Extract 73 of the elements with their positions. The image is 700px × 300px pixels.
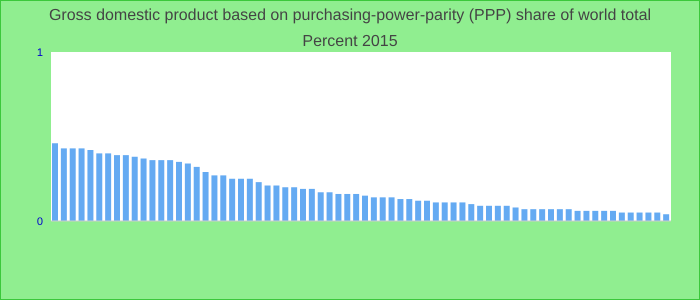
bar [370,197,377,221]
bar [211,175,218,221]
bar [344,194,350,221]
bar [52,143,58,221]
bar [574,210,581,221]
bar [450,202,457,221]
bar [521,209,528,221]
bar [530,209,536,221]
bar [96,153,102,221]
bar [353,194,360,221]
bar [176,162,182,221]
bar [202,172,209,221]
bar [282,187,288,221]
bar [654,212,660,221]
bar [415,200,422,221]
bar [105,153,112,221]
bar [229,178,236,221]
bar [592,210,598,221]
bar [406,199,412,221]
chart-title: Gross domestic product based on purchasing-power-parity (PPP) share of world total Percent 2015 [48,7,652,50]
bar [246,178,253,221]
bar [388,197,395,221]
bar [556,209,563,221]
bar [238,178,244,221]
bar [362,196,368,221]
bar [149,160,156,221]
bar [548,209,554,221]
bar [291,187,298,221]
bar [636,212,643,221]
bar [264,186,271,221]
bar [318,192,324,221]
y-tick-label: 0 [36,216,43,228]
bar [583,210,590,221]
bar [628,212,634,221]
bar [618,212,625,221]
bar [335,194,342,221]
bar [184,164,191,221]
bar [78,148,85,221]
bar [442,202,448,221]
bar [663,214,670,221]
bar [70,148,76,221]
bar [494,206,501,221]
bar [87,150,94,221]
bar [512,207,519,221]
bar [256,182,262,221]
bar [601,210,608,221]
bar [300,188,306,221]
bar [380,197,386,221]
bar [158,160,164,221]
bar [645,212,652,221]
bar [132,156,138,221]
bar [432,202,439,221]
bar [194,166,200,221]
bar [397,199,404,221]
y-tick-label: 1 [36,46,43,59]
bar [459,202,466,221]
bar [610,210,616,221]
bar [167,160,174,221]
bar [424,200,430,221]
bar [273,186,280,221]
bar [477,206,484,221]
bar [566,209,572,221]
bar [308,188,315,221]
bar [486,206,492,221]
bar [122,155,129,221]
bar [220,175,226,221]
bar [140,158,147,221]
bar [468,204,474,221]
bar [60,148,67,221]
bar [504,206,510,221]
bar [114,155,120,221]
bar [539,209,546,221]
bar [326,192,333,221]
